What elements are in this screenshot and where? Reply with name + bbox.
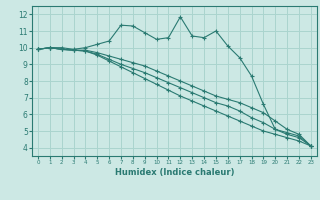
- X-axis label: Humidex (Indice chaleur): Humidex (Indice chaleur): [115, 168, 234, 177]
